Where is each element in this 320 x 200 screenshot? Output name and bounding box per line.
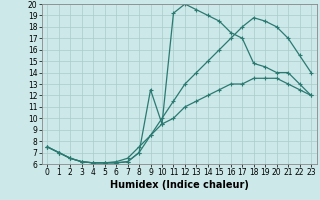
X-axis label: Humidex (Indice chaleur): Humidex (Indice chaleur) <box>110 180 249 190</box>
